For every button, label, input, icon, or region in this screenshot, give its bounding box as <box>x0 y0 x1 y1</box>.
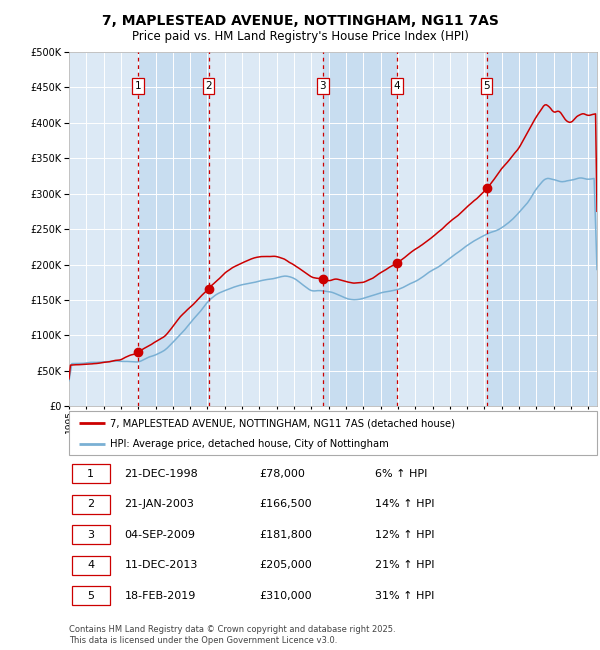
Bar <box>138 52 209 406</box>
Text: 12% ↑ HPI: 12% ↑ HPI <box>375 530 435 540</box>
Text: £205,000: £205,000 <box>259 560 312 570</box>
Text: 4: 4 <box>87 560 94 570</box>
FancyBboxPatch shape <box>71 586 110 605</box>
Text: 14% ↑ HPI: 14% ↑ HPI <box>375 499 435 509</box>
Text: 3: 3 <box>320 81 326 91</box>
Text: 04-SEP-2009: 04-SEP-2009 <box>124 530 196 540</box>
Text: 21-DEC-1998: 21-DEC-1998 <box>124 469 198 478</box>
Text: 21% ↑ HPI: 21% ↑ HPI <box>375 560 435 570</box>
Bar <box>69 52 138 406</box>
Bar <box>397 52 487 406</box>
Bar <box>487 52 597 406</box>
Text: Contains HM Land Registry data © Crown copyright and database right 2025.
This d: Contains HM Land Registry data © Crown c… <box>69 625 395 645</box>
Text: 1: 1 <box>134 81 141 91</box>
Text: 2: 2 <box>87 499 94 509</box>
Text: 6% ↑ HPI: 6% ↑ HPI <box>375 469 428 478</box>
Text: 7, MAPLESTEAD AVENUE, NOTTINGHAM, NG11 7AS (detached house): 7, MAPLESTEAD AVENUE, NOTTINGHAM, NG11 7… <box>110 418 455 428</box>
FancyBboxPatch shape <box>69 411 597 455</box>
Text: 5: 5 <box>87 591 94 601</box>
FancyBboxPatch shape <box>71 495 110 514</box>
Bar <box>209 52 323 406</box>
Text: 21-JAN-2003: 21-JAN-2003 <box>124 499 194 509</box>
Bar <box>323 52 397 406</box>
Text: £78,000: £78,000 <box>259 469 305 478</box>
Text: 11-DEC-2013: 11-DEC-2013 <box>124 560 198 570</box>
Text: 7, MAPLESTEAD AVENUE, NOTTINGHAM, NG11 7AS: 7, MAPLESTEAD AVENUE, NOTTINGHAM, NG11 7… <box>101 14 499 29</box>
FancyBboxPatch shape <box>71 556 110 575</box>
Text: Price paid vs. HM Land Registry's House Price Index (HPI): Price paid vs. HM Land Registry's House … <box>131 30 469 43</box>
Text: £181,800: £181,800 <box>259 530 312 540</box>
FancyBboxPatch shape <box>71 464 110 483</box>
FancyBboxPatch shape <box>71 525 110 544</box>
Text: 4: 4 <box>394 81 400 91</box>
Text: £166,500: £166,500 <box>259 499 312 509</box>
Text: £310,000: £310,000 <box>259 591 312 601</box>
Text: 3: 3 <box>87 530 94 540</box>
Text: 5: 5 <box>483 81 490 91</box>
Text: HPI: Average price, detached house, City of Nottingham: HPI: Average price, detached house, City… <box>110 439 389 449</box>
Text: 2: 2 <box>205 81 212 91</box>
Text: 31% ↑ HPI: 31% ↑ HPI <box>375 591 434 601</box>
Text: 18-FEB-2019: 18-FEB-2019 <box>124 591 196 601</box>
Text: 1: 1 <box>87 469 94 478</box>
